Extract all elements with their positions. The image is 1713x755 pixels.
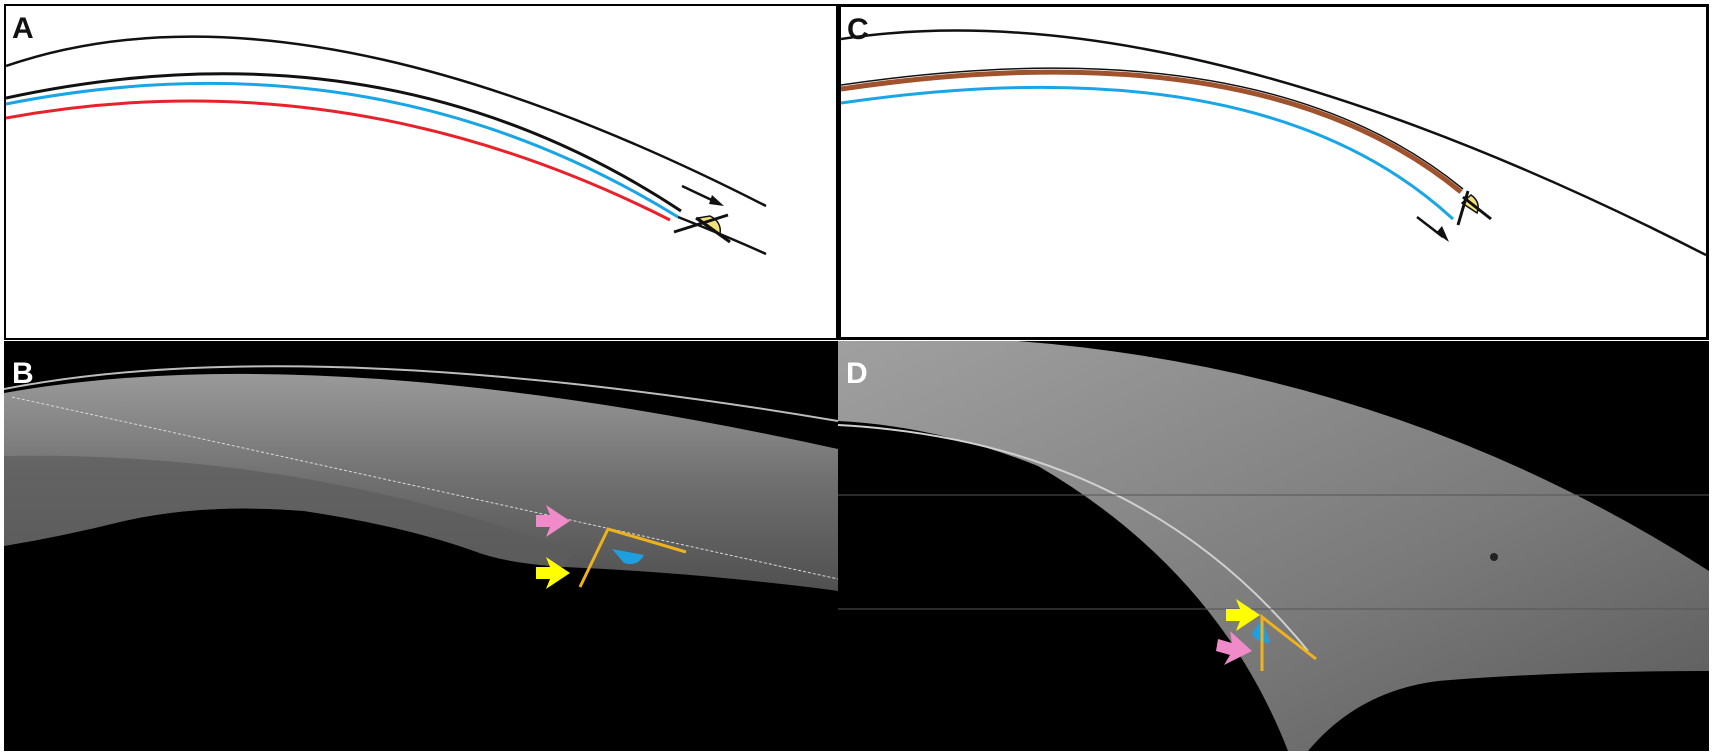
blue-line: [6, 81, 679, 219]
arrow-icon: [1416, 216, 1449, 242]
arrow-icon: [681, 184, 724, 206]
cornea-tissue: [838, 341, 1709, 751]
yellow-arrow-icon: [536, 557, 570, 589]
angle-ray-1: [673, 213, 729, 234]
schematic-c-drawing: [841, 29, 1706, 257]
panel-label: B: [12, 357, 34, 390]
top-membrane: [4, 365, 838, 422]
angle-ray-1: [1456, 190, 1470, 226]
tissue-lower-band: [4, 455, 574, 567]
inner-black-curve: [841, 67, 1464, 190]
lower-black-curve: [677, 215, 767, 256]
dark-spot: [1490, 553, 1498, 561]
outer-curve: [841, 29, 1706, 257]
pink-arrow-icon: [536, 505, 570, 537]
panel-a: A: [4, 4, 838, 340]
angle-ray-2: [1462, 195, 1492, 221]
angle-lines: [578, 527, 687, 588]
oct-scan-d: [838, 341, 1709, 751]
panel-label: C: [847, 13, 869, 46]
panel-label: A: [12, 12, 34, 45]
panel-c: C: [838, 4, 1709, 340]
scan-guide-line: [11, 396, 838, 580]
panel-label: D: [846, 357, 868, 390]
panel-b: B: [4, 341, 838, 751]
red-line: [6, 99, 671, 222]
schematic-a-drawing: [6, 35, 767, 256]
angle-lines: [1260, 613, 1317, 671]
yellow-arrow-icon: [1226, 599, 1260, 631]
blue-line: [841, 85, 1455, 221]
inner-membrane: [838, 424, 1309, 652]
inner-black-curve: [6, 72, 682, 213]
brown-line: [841, 69, 1463, 194]
angle-fill: [612, 549, 644, 564]
panel-d: D: [838, 341, 1709, 751]
oct-scan-b: [4, 365, 838, 591]
angle-ray-2: [695, 216, 731, 244]
outer-curve: [6, 35, 767, 208]
pink-arrow-icon: [1216, 631, 1252, 665]
